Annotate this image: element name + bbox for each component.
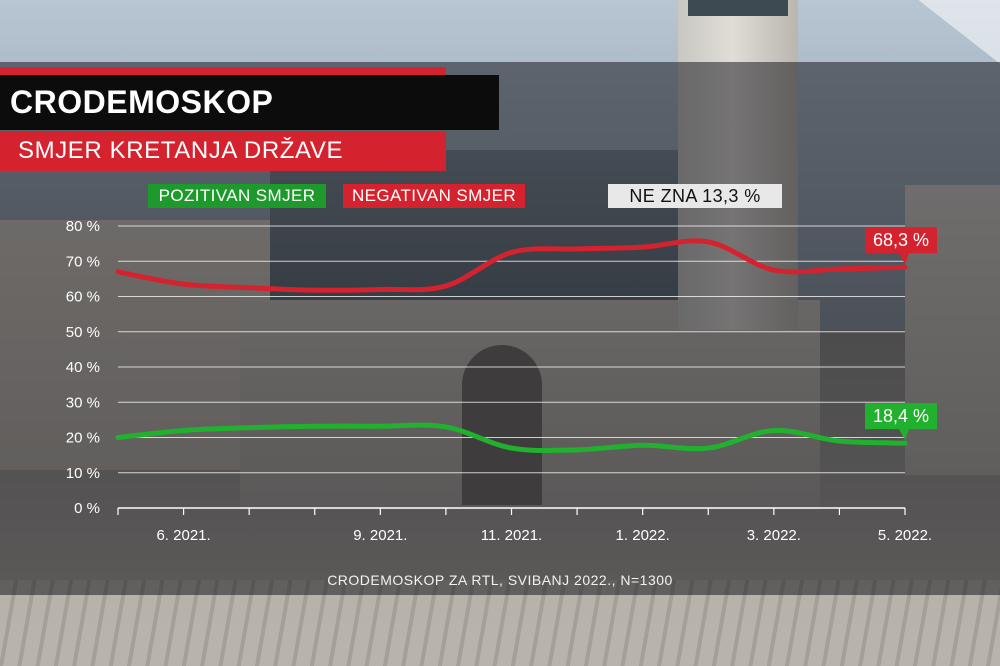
value-callout-box bbox=[865, 403, 937, 430]
y-tick-label: 40 % bbox=[66, 359, 100, 376]
y-tick-label: 0 % bbox=[74, 500, 100, 517]
legend-positive-label: POZITIVAN SMJER bbox=[158, 186, 316, 205]
x-tick-label: 3. 2022. bbox=[747, 527, 801, 544]
negative-series-line bbox=[115, 238, 908, 293]
y-tick-label: 10 % bbox=[66, 465, 100, 482]
y-tick-label: 80 % bbox=[66, 218, 100, 235]
value-callout-pointer bbox=[899, 429, 909, 441]
y-tick-label: 50 % bbox=[66, 324, 100, 341]
x-tick-label: 9. 2021. bbox=[353, 527, 407, 544]
title-accent-bar bbox=[0, 67, 446, 75]
y-tick-label: 20 % bbox=[66, 430, 100, 447]
y-tick-label: 70 % bbox=[66, 253, 100, 270]
positive-series-line bbox=[115, 422, 908, 454]
legend-negative-label: NEGATIVAN SMJER bbox=[351, 186, 517, 205]
legend-positive: POZITIVAN SMJER bbox=[148, 184, 326, 208]
x-tick-label: 11. 2021. bbox=[481, 527, 542, 544]
legend-dont-know: NE ZNA 13,3 % bbox=[608, 184, 782, 208]
value-callout-label: 68,3 % bbox=[873, 230, 929, 250]
legend-dont-know-label: NE ZNA 13,3 % bbox=[629, 185, 761, 206]
page-title: CRODEMOSKOP bbox=[10, 84, 274, 120]
tower-cap bbox=[688, 0, 788, 16]
legend-negative: NEGATIVAN SMJER bbox=[343, 184, 525, 208]
subtitle-box: SMJER KRETANJA DRŽAVE bbox=[0, 131, 446, 171]
x-tick-label: 1. 2022. bbox=[616, 527, 670, 544]
value-callout-pointer bbox=[899, 253, 909, 265]
title-box: CRODEMOSKOP bbox=[0, 75, 499, 130]
y-tick-label: 30 % bbox=[66, 394, 100, 411]
page-subtitle: SMJER KRETANJA DRŽAVE bbox=[18, 137, 344, 164]
y-tick-label: 60 % bbox=[66, 289, 100, 306]
x-tick-label: 6. 2021. bbox=[156, 527, 210, 544]
value-callout-box bbox=[865, 227, 937, 254]
source-note: CRODEMOSKOP ZA RTL, SVIBANJ 2022., N=130… bbox=[327, 572, 673, 588]
value-callout-label: 18,4 % bbox=[873, 406, 929, 426]
x-tick-label: 5. 2022. bbox=[878, 527, 932, 544]
